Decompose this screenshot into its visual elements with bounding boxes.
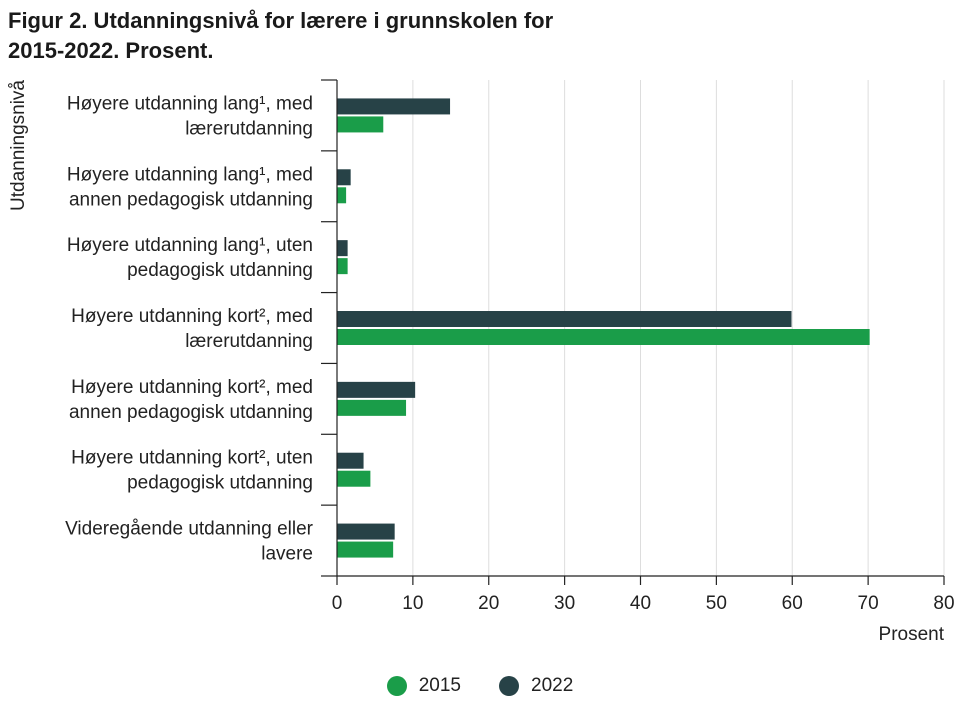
category-label-0: Høyere utdanning lang¹, med lærerutdannin… — [67, 93, 313, 139]
bar-2022-6: 2022: 7.6 — [337, 523, 395, 540]
bar-2015-5: 2015: 4.4 — [337, 470, 371, 487]
bar-2015-3: 2015: 70.2 — [337, 329, 870, 345]
chart-title-line-1: Figur 2. Utdanningsnivå for lærere i gru… — [8, 8, 554, 33]
category-label-1: Høyere utdanning lang¹, med annen pedagog… — [67, 164, 313, 210]
bar-chart: 2022: 14.92015: 6.12022: 1.82015: 1.2202… — [8, 79, 955, 645]
legend-swatch-2022 — [499, 676, 519, 696]
x-tick-label-0: 0 — [332, 593, 343, 614]
y-axis-title: Utdanningsnivå — [8, 80, 29, 211]
x-tick-label-10: 10 — [402, 593, 423, 614]
bar-2022-0: 2022: 14.9 — [337, 98, 451, 115]
category-label-5: Høyere utdanning kort², uten pedagogisk u… — [71, 448, 313, 494]
legend-label-2015: 2015 — [418, 675, 461, 696]
bar-2015-6: 2015: 7.4 — [337, 541, 394, 558]
chart-legend: 2015 2022 — [0, 672, 960, 700]
x-tick-label-30: 30 — [554, 593, 575, 614]
x-tick-label-40: 40 — [630, 593, 651, 614]
category-label-2: Høyere utdanning lang¹, uten pedagogisk u… — [67, 235, 313, 281]
legend-swatch-2015 — [386, 676, 407, 696]
x-tick-label-70: 70 — [858, 593, 879, 614]
bar-2015-2: 2015: 1.4 — [337, 258, 348, 275]
legend-item-2022[interactable]: 2022 — [499, 675, 573, 697]
x-tick-label-50: 50 — [706, 593, 727, 614]
bar-2015-1: 2015: 1.2 — [337, 187, 347, 204]
chart-title-line-2: 2015-2022. Prosent. — [8, 38, 214, 63]
x-axis-title: Prosent — [879, 624, 945, 645]
bar-2022-3: 2022: 59.9 — [337, 311, 792, 327]
bar-2022-4: 2022: 10.3 — [337, 381, 416, 398]
x-tick-label-20: 20 — [478, 593, 499, 614]
bar-2022-2: 2022: 1.4 — [337, 240, 348, 257]
bar-2022-1: 2022: 1.8 — [337, 169, 351, 186]
chart-title: Figur 2. Utdanningsnivå for lærere i gru… — [8, 6, 908, 66]
category-label-3: Høyere utdanning kort², med lærerutdannin… — [71, 306, 313, 352]
legend-item-2015[interactable]: 2015 — [386, 675, 461, 697]
bar-2022-5: 2022: 3.5 — [337, 452, 364, 469]
category-label-6: Videregående utdanning eller lavere — [65, 519, 314, 565]
x-tick-label-80: 80 — [933, 593, 954, 614]
bar-2015-4: 2015: 9.1 — [337, 399, 407, 416]
legend-label-2022: 2022 — [531, 675, 574, 696]
x-tick-label-60: 60 — [782, 593, 803, 614]
category-label-4: Høyere utdanning kort², med annen pedagog… — [69, 377, 313, 423]
bar-2015-0: 2015: 6.1 — [337, 116, 384, 133]
